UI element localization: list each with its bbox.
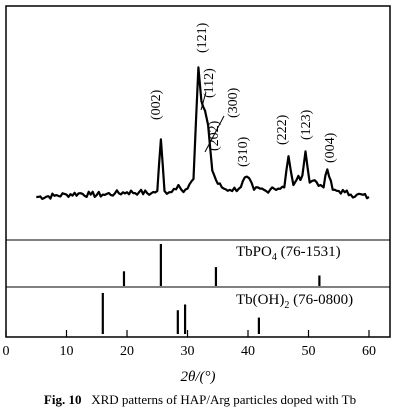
peak-label-310: (310) <box>236 136 251 167</box>
peak-label-202: (202) <box>207 120 222 151</box>
x-tick-label-30: 30 <box>181 344 195 359</box>
peak-label-123: (123) <box>299 109 314 140</box>
peak-leader-300 <box>204 115 225 153</box>
ref2-label: Tb(OH)2 (76-0800) <box>236 292 353 311</box>
plot-frame <box>5 5 391 338</box>
peak-label-300: (300) <box>226 87 241 118</box>
xrd-pattern-line <box>36 66 370 200</box>
ref1-label: TbPO4 (76-1531) <box>236 244 341 263</box>
peak-label-112: (112) <box>202 68 217 98</box>
x-axis-ticks: 0 10 20 30 40 50 60 <box>3 330 376 359</box>
reference-patterns: TbPO4 (76-1531) Tb(OH)2 (76-0800) <box>101 244 353 334</box>
x-axis-label: 2θ/(°) <box>180 369 215 385</box>
x-tick-label-20: 20 <box>120 344 134 359</box>
caption-text: XRD patterns of HAP/Arg particles doped … <box>91 392 357 407</box>
xrd-chart: 0 10 20 30 40 50 60 2θ/(°) (002) (121) (112) (300… <box>3 5 391 385</box>
peak-leader-112 <box>200 91 207 111</box>
peak-label-222: (222) <box>275 114 290 145</box>
x-tick-label-60: 60 <box>362 344 376 359</box>
peak-label-004: (004) <box>323 132 338 163</box>
peak-label-121: (121) <box>195 22 210 53</box>
caption-label: Fig. 10 <box>43 392 82 407</box>
x-tick-label-0: 0 <box>3 344 10 359</box>
peak-labels: (002) (121) (112) (300) (202) (310) (222) (123)… <box>149 22 338 167</box>
peak-label-002: (002) <box>149 89 164 120</box>
x-tick-label-40: 40 <box>241 344 255 359</box>
x-tick-label-50: 50 <box>302 344 316 359</box>
figure-caption: Fig. 10 XRD patterns of HAP/Arg particle… <box>0 392 400 408</box>
x-tick-label-10: 10 <box>60 344 74 359</box>
